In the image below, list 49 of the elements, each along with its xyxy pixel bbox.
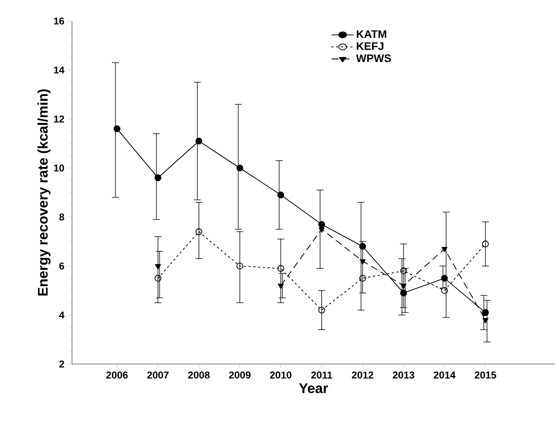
point xyxy=(278,284,284,289)
point xyxy=(482,309,489,316)
x-tick-label: 2010 xyxy=(270,372,292,379)
x-tick-label: 2009 xyxy=(229,372,251,379)
y-tick-label: 4 xyxy=(59,312,64,318)
y-tick-label: 16 xyxy=(54,17,64,25)
point xyxy=(359,274,366,282)
point xyxy=(196,138,202,144)
x-tick-label: 2012 xyxy=(352,372,374,379)
point xyxy=(442,246,448,252)
y-tick-label: 2 xyxy=(59,360,64,368)
point xyxy=(400,284,407,289)
y-tick-label: 12 xyxy=(54,116,64,122)
x-axis-title: Year xyxy=(299,383,328,394)
x-tick-label: 2013 xyxy=(392,372,414,379)
y-tick-label: 14 xyxy=(54,66,64,74)
point xyxy=(318,306,326,314)
point xyxy=(196,228,202,236)
point xyxy=(318,220,326,228)
point xyxy=(154,264,161,270)
x-tick-label: 2006 xyxy=(106,372,128,379)
point xyxy=(360,259,366,264)
x-tick-label: 2014 xyxy=(434,372,456,379)
point xyxy=(236,164,244,172)
point xyxy=(441,287,448,294)
point xyxy=(482,318,488,324)
point xyxy=(154,174,162,182)
point xyxy=(318,227,325,233)
point xyxy=(277,192,284,198)
point xyxy=(482,240,489,248)
x-tick-label: 2015 xyxy=(474,372,496,379)
y-axis-title: Energy recovery rate (kcal/min) xyxy=(37,89,51,296)
y-tick-label: 8 xyxy=(59,213,64,221)
legend-label: KATM xyxy=(356,30,386,38)
point xyxy=(400,290,407,296)
point xyxy=(441,274,448,282)
point xyxy=(154,274,162,282)
legend-label: KEFJ xyxy=(356,42,384,50)
y-tick-label: 6 xyxy=(59,262,64,270)
point xyxy=(114,125,120,132)
point xyxy=(277,265,284,272)
point xyxy=(236,262,244,270)
x-tick-label: 2008 xyxy=(188,372,210,379)
x-tick-label: 2007 xyxy=(147,372,169,379)
y-tick-label: 10 xyxy=(54,164,64,172)
x-tick-label: 2011 xyxy=(311,372,332,379)
legend-label: WPWS xyxy=(356,54,391,62)
point xyxy=(400,268,407,274)
point xyxy=(359,243,366,250)
